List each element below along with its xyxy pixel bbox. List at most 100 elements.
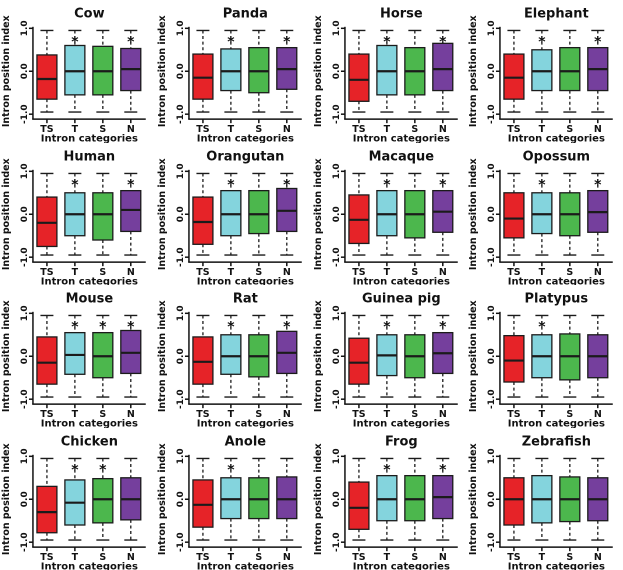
x-axis-label: Intron categories (508, 419, 605, 428)
box-S (247, 189, 270, 234)
y-tick-label: -1.0 (487, 389, 497, 409)
y-tick-label: 0.0 (176, 206, 186, 222)
box-TS (36, 336, 58, 385)
y-tick-label: -1.0 (176, 532, 186, 552)
x-tick-label: T (227, 552, 234, 563)
x-tick-label: S (411, 552, 418, 563)
y-tick-label: 0.0 (487, 348, 497, 364)
box-TS (36, 485, 58, 533)
x-axis-label: Intron categories (508, 276, 605, 285)
y-tick-label: -1.0 (20, 104, 30, 124)
subplot-title: Mouse (66, 291, 114, 306)
x-tick-label: N (127, 267, 135, 278)
subplot-title: Orangutan (206, 149, 284, 164)
x-tick-label: T (72, 409, 79, 420)
y-tick-label: 1.0 (487, 448, 497, 464)
y-tick-label: 1.0 (20, 20, 30, 36)
y-axis-label: Intron position index (1, 15, 12, 127)
x-tick-label: TS (196, 552, 209, 563)
subplot-title: Platypus (525, 291, 589, 306)
x-axis-label: Intron categories (508, 134, 605, 143)
x-tick-label: T (539, 124, 546, 135)
boxplot-svg: Orangutan 1.0 0.0 -1.0 Intron position index… (157, 149, 302, 285)
y-tick-label: 0.0 (487, 63, 497, 79)
subplot-title: Opossum (523, 149, 590, 164)
x-tick-label: S (411, 267, 418, 278)
significance-asterisk: * (538, 34, 546, 50)
box-S (92, 477, 114, 524)
x-axis-label: Intron categories (352, 419, 449, 428)
significance-asterisk: * (227, 462, 235, 478)
significance-asterisk: * (227, 319, 235, 335)
x-tick-label: N (438, 124, 446, 135)
y-tick-label: 1.0 (176, 448, 186, 464)
box-TS (503, 191, 525, 239)
significance-asterisk: * (127, 319, 135, 335)
significance-asterisk: * (538, 177, 546, 193)
y-axis-label: Intron position index (312, 300, 323, 412)
x-tick-label: N (594, 409, 602, 420)
x-tick-label: TS (40, 552, 53, 563)
significance-asterisk: * (594, 177, 602, 193)
x-tick-label: S (99, 552, 106, 563)
x-tick-label: T (227, 124, 234, 135)
x-tick-label: S (567, 409, 574, 420)
y-tick-label: -1.0 (331, 104, 341, 124)
x-tick-label: S (411, 124, 418, 135)
x-tick-label: TS (40, 124, 53, 135)
significance-asterisk: * (127, 34, 135, 50)
subplot-anole: Anole 1.0 0.0 -1.0 Intron position index TS * T… (156, 428, 312, 570)
subplot-title: Anole (224, 434, 266, 449)
y-tick-label: 0.0 (176, 491, 186, 507)
x-tick-label: N (127, 409, 135, 420)
significance-asterisk: * (594, 34, 602, 50)
y-tick-label: -1.0 (487, 104, 497, 124)
significance-asterisk: * (383, 319, 391, 335)
x-tick-label: S (567, 124, 574, 135)
x-tick-label: N (283, 267, 291, 278)
x-tick-label: S (567, 267, 574, 278)
x-axis-label: Intron categories (197, 419, 294, 428)
x-tick-label: S (255, 124, 262, 135)
x-tick-label: N (438, 409, 446, 420)
y-axis-label: Intron position index (468, 15, 479, 127)
x-tick-label: T (539, 552, 546, 563)
y-tick-label: 0.0 (331, 491, 341, 507)
subplot-human: Human 1.0 0.0 -1.0 Intron position index TS * T… (0, 143, 156, 285)
significance-asterisk: * (283, 177, 291, 193)
x-tick-label: TS (196, 267, 209, 278)
x-axis-label: Intron categories (41, 419, 138, 428)
subplot-title: Macaque (368, 149, 434, 164)
y-tick-label: 0.0 (487, 491, 497, 507)
x-axis-label: Intron categories (41, 134, 138, 143)
box-TS (192, 336, 214, 385)
x-tick-label: T (227, 409, 234, 420)
x-tick-label: T (383, 267, 390, 278)
subplot-title: Guinea pig (362, 291, 441, 306)
x-tick-label: TS (508, 409, 521, 420)
x-tick-label: N (438, 267, 446, 278)
x-tick-label: N (127, 552, 135, 563)
y-tick-label: 0.0 (176, 63, 186, 79)
box-S (559, 46, 581, 92)
x-axis-label: Intron categories (508, 561, 605, 570)
significance-asterisk: * (227, 177, 235, 193)
subplot-orangutan: Orangutan 1.0 0.0 -1.0 Intron position index… (156, 143, 312, 285)
significance-asterisk: * (71, 177, 79, 193)
x-axis-label: Intron categories (197, 134, 294, 143)
subplot-title: Panda (223, 6, 268, 21)
y-tick-label: 1.0 (20, 163, 30, 179)
y-tick-label: -1.0 (176, 104, 186, 124)
x-axis-label: Intron categories (41, 561, 138, 570)
x-tick-label: TS (352, 552, 365, 563)
x-tick-label: N (594, 267, 602, 278)
y-tick-label: 1.0 (331, 20, 341, 36)
y-tick-label: 0.0 (331, 348, 341, 364)
subplot-zebrafish: Zebrafish 1.0 0.0 -1.0 Intron position index… (467, 428, 623, 570)
